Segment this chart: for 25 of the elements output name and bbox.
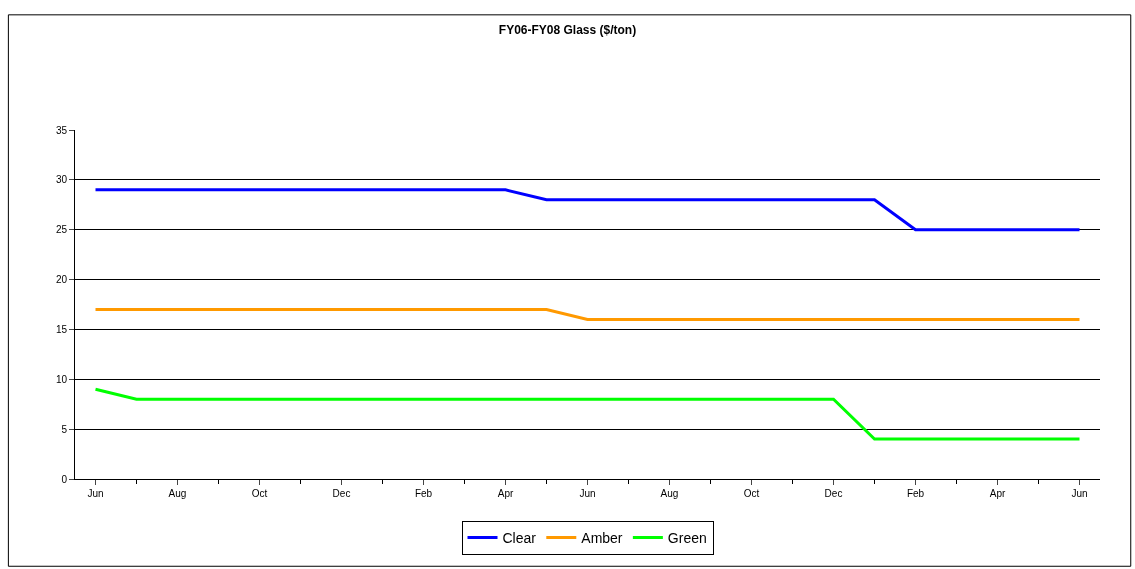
x-tick-label: Dec (824, 488, 843, 499)
x-tick-label: Dec (332, 488, 351, 499)
x-tick-label: Feb (414, 488, 433, 499)
y-tick-label: 0 (61, 473, 68, 485)
x-tick-label: Aug (660, 488, 679, 499)
legend-label: Clear (502, 529, 537, 546)
y-tick-label: 25 (55, 224, 68, 236)
x-tick-label: Jun (1071, 488, 1088, 499)
x-tick-label: Feb (906, 488, 925, 499)
y-tick-label: 35 (55, 124, 68, 136)
x-tick-label: Aug (168, 488, 187, 499)
y-tick-label: 10 (55, 373, 68, 385)
x-tick-label: Apr (989, 488, 1006, 499)
x-tick-label: Apr (497, 488, 514, 499)
legend-label: Amber (581, 529, 623, 546)
y-tick-label: 20 (55, 274, 68, 286)
x-tick-label: Jun (87, 488, 104, 499)
x-tick-label: Oct (743, 488, 760, 499)
x-tick-label: Jun (579, 488, 596, 499)
x-tick-label: Oct (251, 488, 268, 499)
chart-title: FY06-FY08 Glass ($/ton) (498, 23, 637, 37)
y-tick-label: 15 (55, 323, 68, 335)
y-tick-label: 5 (61, 423, 68, 435)
legend-label: Green (667, 529, 707, 546)
y-tick-label: 30 (55, 174, 68, 186)
